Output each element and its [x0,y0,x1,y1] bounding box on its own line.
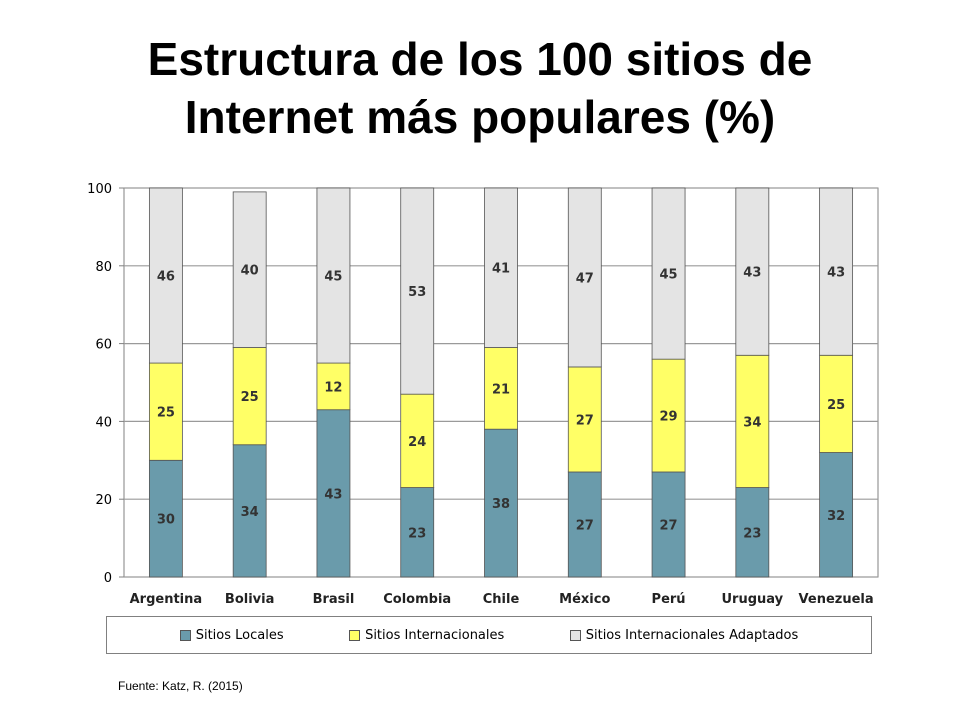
y-tick-label-0: 0 [104,571,112,586]
legend-label-internacional: Sitios Internacionales [365,627,505,643]
bar-brasil-series-1 [316,362,351,411]
data-label-méxico-series-0: 27 [576,518,594,533]
legend-swatch-adaptado [569,629,581,641]
bar-chile-series-1 [484,347,518,430]
data-label-perú-series-1: 29 [660,410,678,425]
chart-title-line-1: Estructura de los 100 sitios de [147,33,813,85]
legend-label-adaptado: Sitios Internacionales Adaptados [585,627,799,643]
y-tick-label-60: 60 [95,338,112,353]
data-label-brasil-series-1: 12 [324,380,342,395]
source-note: Fuente: Katz, R. (2015) [118,679,243,693]
bar-chile-series-2 [484,187,518,348]
data-label-méxico-series-1: 27 [576,413,594,428]
x-tick-label-argentina: Argentina [130,592,203,607]
data-label-venezuela-series-1: 25 [827,398,845,413]
x-tick-label-venezuela: Venezuela [799,592,874,607]
x-tick-label-bolivia: Bolivia [225,592,274,607]
bar-bolivia-series-2 [232,191,267,348]
data-label-uruguay-series-0: 23 [743,526,761,541]
bar-colombia-series-0 [400,487,435,578]
bar-brasil-series-2 [316,187,351,364]
legend-label-local: Sitios Locales [195,627,284,643]
bar-uruguay-series-0 [735,487,770,578]
bar-méxico-series-1 [567,366,602,473]
bar-colombia-series-2 [400,187,435,395]
legend-swatch-local [179,629,191,641]
x-tick-label-perú: Perú [652,592,686,607]
data-label-perú-series-0: 27 [660,518,678,533]
bar-bolivia-series-1 [232,347,267,446]
x-tick-label-brasil: Brasil [313,592,355,607]
bar-méxico-series-2 [567,187,602,368]
bar-méxico-series-0 [567,471,602,578]
bar-chile-series-0 [484,428,518,578]
chart-title: Estructura de los 100 sitios de Internet… [0,30,960,146]
bar-brasil-series-0 [316,409,351,578]
data-label-brasil-series-2: 45 [324,270,342,285]
data-label-méxico-series-2: 47 [576,271,594,286]
bar-argentina-series-1 [148,362,183,461]
legend-item-internacional: Sitios Internacionales [349,628,504,643]
data-label-argentina-series-1: 25 [157,406,175,421]
data-label-chile-series-2: 41 [492,262,510,277]
data-label-perú-series-2: 45 [660,268,678,283]
bar-bolivia-series-0 [232,444,267,578]
y-tick-label-80: 80 [95,260,112,275]
data-label-colombia-series-0: 23 [408,526,426,541]
x-tick-label-colombia: Colombia [383,592,451,607]
data-label-venezuela-series-2: 43 [827,266,845,281]
bar-perú-series-0 [651,471,686,578]
bar-argentina-series-2 [148,187,183,364]
legend-swatch-internacional [349,629,361,641]
chart-legend: Sitios Locales Sitios Internacionales Si… [106,616,872,654]
legend-item-adaptado: Sitios Internacionales Adaptados [569,627,799,643]
data-label-brasil-series-0: 43 [324,487,342,502]
bar-perú-series-2 [651,187,686,360]
data-label-uruguay-series-2: 43 [743,266,761,281]
bar-argentina-series-0 [148,459,183,578]
chart-title-line-2: Internet más populares (%) [184,91,776,143]
bar-perú-series-1 [651,358,686,473]
y-tick-label-40: 40 [95,415,112,430]
data-label-bolivia-series-2: 40 [241,264,259,279]
data-label-venezuela-series-0: 32 [827,509,845,524]
data-label-argentina-series-0: 30 [157,513,175,528]
legend-item-local: Sitios Locales [179,627,284,643]
data-label-colombia-series-1: 24 [408,435,426,450]
data-label-uruguay-series-1: 34 [743,415,761,430]
bar-venezuela-series-0 [819,452,854,578]
data-label-bolivia-series-0: 34 [241,505,259,520]
data-label-argentina-series-2: 46 [157,270,175,285]
data-label-chile-series-0: 38 [492,497,510,512]
y-tick-label-100: 100 [87,182,112,197]
y-tick-label-20: 20 [95,493,112,508]
bar-uruguay-series-1 [735,354,770,488]
bar-uruguay-series-2 [735,187,770,356]
x-tick-label-méxico: México [559,592,610,607]
x-tick-label-uruguay: Uruguay [722,592,784,607]
data-label-colombia-series-2: 53 [408,285,426,300]
bar-venezuela-series-2 [819,187,854,356]
bar-colombia-series-1 [400,393,435,488]
data-label-bolivia-series-1: 25 [241,390,259,405]
x-tick-label-chile: Chile [483,592,520,607]
data-label-chile-series-1: 21 [492,382,510,397]
